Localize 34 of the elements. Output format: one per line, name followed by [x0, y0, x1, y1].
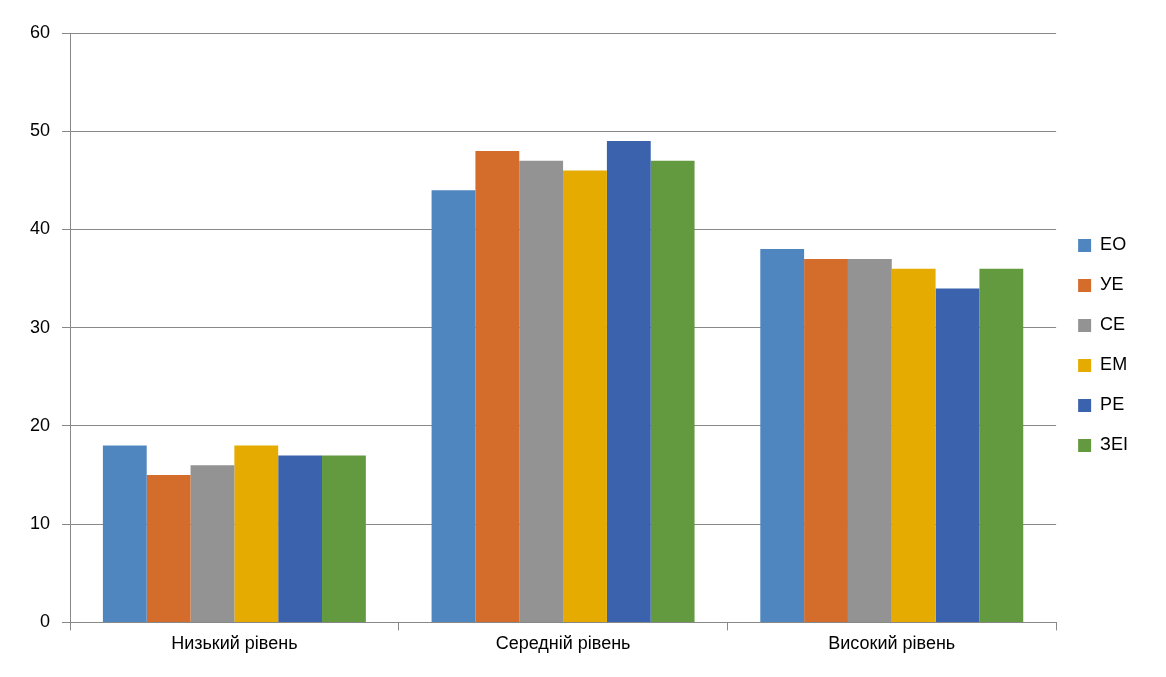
- bar: [322, 455, 366, 622]
- bar: [979, 268, 1024, 622]
- bar: [563, 170, 607, 622]
- y-tick-label: 50: [29, 120, 51, 141]
- y-tick-label: 20: [29, 414, 51, 435]
- y-tick-label: 40: [29, 218, 51, 239]
- legend-label: ЕМ: [1100, 354, 1128, 375]
- bar: [431, 190, 476, 622]
- legend-label: СЕ: [1100, 314, 1126, 335]
- bar: [234, 445, 279, 622]
- bar: [891, 268, 936, 622]
- legend-label: РЕ: [1100, 394, 1125, 415]
- x-tick-label: Середній рівень: [495, 633, 631, 654]
- bar: [606, 141, 651, 622]
- y-tick-label: 10: [29, 513, 51, 534]
- bar: [935, 288, 980, 622]
- y-tick-label: 60: [29, 21, 51, 42]
- y-tick-label: 0: [40, 611, 51, 632]
- bar: [146, 475, 191, 622]
- bar: [847, 258, 892, 622]
- bar: [760, 249, 805, 622]
- bar: [278, 455, 323, 622]
- y-tick-label: 30: [29, 316, 51, 337]
- bar: [650, 160, 695, 622]
- x-tick-label: Низький рівень: [171, 633, 298, 654]
- bar: [190, 465, 235, 622]
- bar: [804, 258, 848, 622]
- legend-label: ЗЕІ: [1100, 434, 1129, 455]
- x-tick-label: Високий рівень: [828, 633, 956, 654]
- legend-label: УЕ: [1100, 274, 1124, 295]
- legend-label: ЕО: [1100, 234, 1127, 255]
- bar: [475, 150, 520, 622]
- bar: [102, 445, 147, 622]
- bar: [519, 160, 564, 622]
